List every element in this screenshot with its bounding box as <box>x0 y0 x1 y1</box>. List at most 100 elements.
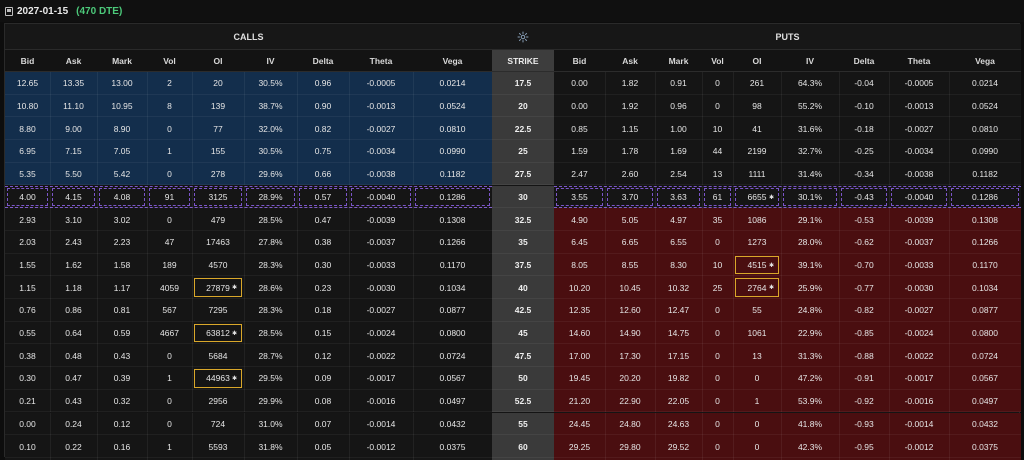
call-mark-cell[interactable]: 0.16 <box>113 441 131 452</box>
put-vega-cell[interactable]: 0.1182 <box>972 169 998 180</box>
put-col-vega-header[interactable]: Vega <box>975 55 995 66</box>
call-ask-cell[interactable]: 1.18 <box>65 282 82 293</box>
call-vol-cell[interactable]: 0 <box>167 418 172 429</box>
call-ask-cell[interactable]: 11.10 <box>63 101 84 112</box>
call-iv-cell[interactable]: 31.8% <box>258 441 283 452</box>
expiration-header[interactable]: 2027-01-15 (470 DTE) <box>0 0 1024 22</box>
put-theta-cell[interactable]: -0.0005 <box>904 78 934 89</box>
put-theta-cell[interactable]: -0.0022 <box>904 350 934 361</box>
put-vol-cell[interactable]: 44 <box>712 146 723 157</box>
call-iv-cell[interactable]: 28.9% <box>246 187 295 207</box>
chain-row[interactable]: 0.050.180.110632432.6%0.04-0.00100.02686… <box>5 457 1021 460</box>
put-vol-cell[interactable]: 0 <box>715 237 720 248</box>
call-ask-cell[interactable]: 2.43 <box>65 237 82 248</box>
call-oi-cell[interactable]: 63812 ✱ <box>194 323 242 343</box>
put-iv-cell[interactable]: 30.1% <box>783 187 837 207</box>
call-delta-cell[interactable]: 0.57 <box>299 187 347 207</box>
put-vol-cell[interactable]: 0 <box>715 350 720 361</box>
call-bid-cell[interactable]: 12.65 <box>16 78 39 89</box>
call-delta-cell[interactable]: 0.38 <box>314 237 332 248</box>
strike-price-cell[interactable]: 65 <box>492 457 554 460</box>
call-bid-cell[interactable]: 10.80 <box>16 101 39 112</box>
put-bid-cell[interactable]: 14.60 <box>568 328 591 339</box>
put-mark-cell[interactable]: 1.00 <box>670 123 687 134</box>
strike-price-cell[interactable]: 40 <box>492 276 554 299</box>
put-theta-cell[interactable]: -0.0016 <box>904 396 934 407</box>
put-theta-cell[interactable]: -0.0014 <box>904 418 934 429</box>
put-theta-cell[interactable]: -0.0024 <box>904 328 934 339</box>
call-ask-cell[interactable]: 13.35 <box>62 78 85 89</box>
call-mark-cell[interactable]: 0.32 <box>113 396 131 407</box>
chain-row[interactable]: 2.03 2.43 2.23 47 17463 27.8% 0.38 -0.0037 0.126… <box>5 230 1021 254</box>
call-ask-cell[interactable]: 4.15 <box>52 187 95 207</box>
put-delta-cell[interactable]: -0.34 <box>854 169 874 180</box>
call-mark-cell[interactable]: 8.90 <box>113 123 131 134</box>
put-delta-cell[interactable]: -0.88 <box>854 350 874 361</box>
put-oi-cell[interactable]: 1111 <box>748 169 766 180</box>
put-vega-cell[interactable]: 0.0524 <box>972 101 998 112</box>
call-delta-cell[interactable]: 0.05 <box>314 441 332 452</box>
put-col-iv-header[interactable]: IV <box>805 55 815 66</box>
call-vega-cell[interactable]: 0.0214 <box>439 78 466 89</box>
call-delta-cell[interactable]: 0.08 <box>314 396 332 407</box>
put-ask-cell[interactable]: 1.92 <box>621 101 639 112</box>
put-iv-cell[interactable]: 64.3% <box>797 78 823 89</box>
call-side[interactable] <box>5 321 492 345</box>
call-mark-cell[interactable]: 1.58 <box>113 259 131 270</box>
put-ask-cell[interactable]: 24.80 <box>619 418 641 429</box>
put-iv-cell[interactable]: 24.8% <box>797 305 823 316</box>
call-bid-cell[interactable]: 8.80 <box>19 123 36 134</box>
call-col-oi-header[interactable]: OI <box>213 55 223 66</box>
strike-price-cell[interactable]: 45 <box>492 321 554 345</box>
put-delta-cell[interactable]: -0.43 <box>841 187 887 207</box>
put-bid-cell[interactable]: 4.90 <box>571 214 588 225</box>
call-vol-cell[interactable]: 91 <box>149 187 190 207</box>
put-vol-cell[interactable]: 0 <box>715 418 720 429</box>
put-vega-cell[interactable]: 0.1170 <box>972 259 998 270</box>
put-oi-cell[interactable]: 0 <box>754 418 760 429</box>
call-delta-cell[interactable]: 0.15 <box>314 328 332 339</box>
put-theta-cell[interactable]: -0.0027 <box>904 123 934 134</box>
call-theta-cell[interactable]: -0.0024 <box>366 328 396 339</box>
put-ask-cell[interactable]: 1.15 <box>621 123 639 134</box>
call-vega-cell[interactable]: 0.0375 <box>439 441 466 452</box>
put-ask-cell[interactable]: 8.55 <box>621 259 639 270</box>
put-side[interactable] <box>554 162 1021 186</box>
chain-row[interactable]: 0.55 0.64 0.59 4667 63812 ✱ 28.5% 0.15 -0.0024 0.… <box>5 321 1021 345</box>
call-delta-cell[interactable]: 0.09 <box>314 373 332 384</box>
put-mark-cell[interactable]: 10.32 <box>667 282 690 293</box>
put-vega-cell[interactable]: 0.1266 <box>972 237 998 248</box>
call-theta-cell[interactable]: -0.0034 <box>366 146 396 157</box>
chain-row-at-the-money[interactable]: 4.00 4.15 4.08 91 3125 28.9% 0.57 -0.0040 0.1286… <box>5 185 1021 209</box>
call-iv-cell[interactable]: 29.9% <box>258 396 283 407</box>
put-vega-cell[interactable]: 0.0432 <box>972 418 998 429</box>
put-vega-cell[interactable]: 0.1308 <box>972 214 998 225</box>
chain-row[interactable]: 0.76 0.86 0.81 567 7295 28.3% 0.18 -0.0027 0.087… <box>5 299 1021 322</box>
call-iv-cell[interactable]: 31.0% <box>258 418 283 429</box>
call-theta-cell[interactable]: -0.0027 <box>366 305 396 316</box>
call-theta-cell[interactable]: -0.0040 <box>351 187 411 207</box>
call-vega-cell[interactable]: 0.1308 <box>439 214 466 225</box>
put-ask-cell[interactable]: 10.45 <box>619 282 641 293</box>
chain-row[interactable]: 0.00 0.24 0.12 0 724 31.0% 0.07 -0.0014 0.0432 55… <box>5 412 1021 436</box>
call-side[interactable] <box>5 72 492 95</box>
call-iv-cell[interactable]: 28.5% <box>258 328 283 339</box>
call-side[interactable] <box>5 299 492 322</box>
call-mark-cell[interactable]: 0.81 <box>113 305 131 316</box>
put-bid-cell[interactable]: 17.00 <box>568 350 591 361</box>
call-vol-cell[interactable]: 1 <box>167 373 172 384</box>
put-bid-cell[interactable]: 21.20 <box>568 396 591 407</box>
put-side[interactable] <box>554 412 1021 436</box>
put-oi-cell[interactable]: 4515 ✱ <box>735 255 779 275</box>
put-theta-cell[interactable]: -0.0017 <box>904 373 934 384</box>
put-oi-cell[interactable]: 1273 <box>747 237 767 248</box>
put-vol-cell[interactable]: 10 <box>712 259 723 270</box>
call-vol-cell[interactable]: 8 <box>167 101 172 112</box>
call-ask-cell[interactable]: 0.22 <box>65 441 82 452</box>
put-delta-cell[interactable]: -0.10 <box>854 101 874 112</box>
put-oi-cell[interactable]: 1086 <box>747 214 767 225</box>
put-ask-cell[interactable]: 1.78 <box>621 146 639 157</box>
call-mark-cell[interactable]: 7.05 <box>113 146 131 157</box>
call-mark-cell[interactable]: 0.43 <box>113 350 131 361</box>
put-side[interactable] <box>554 72 1021 95</box>
